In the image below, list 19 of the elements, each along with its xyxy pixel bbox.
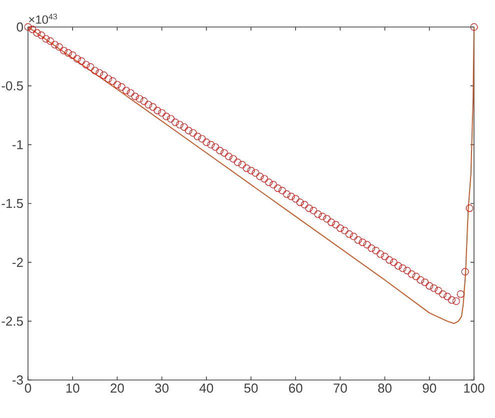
y-tick-label: -2.5 xyxy=(2,316,23,326)
x-tick-label: 40 xyxy=(199,384,214,393)
x-tick-label: 90 xyxy=(422,384,436,393)
y-tick-label: -1.5 xyxy=(2,198,23,208)
x-tick-label: 20 xyxy=(110,384,124,393)
x-tick-label: 30 xyxy=(155,384,168,393)
x-tick-label: 50 xyxy=(244,384,258,393)
text: ×10$^{43}$ xyxy=(29,14,57,24)
y-tick-label: -0.5 xyxy=(2,81,23,90)
x-tick-label: 70 xyxy=(334,384,347,393)
y-tick-label: -2 xyxy=(12,258,23,267)
x-tick-label: 10 xyxy=(66,384,80,393)
x-tick-label: 100 xyxy=(464,384,484,393)
y-tick-label: 0 xyxy=(16,22,23,32)
y-tick-label: -1 xyxy=(12,140,23,150)
x-tick-label: 0 xyxy=(24,384,32,393)
x-tick-label: 80 xyxy=(378,384,392,393)
x-tick-label: 60 xyxy=(289,384,302,393)
y-tick-label: -3 xyxy=(12,375,23,385)
